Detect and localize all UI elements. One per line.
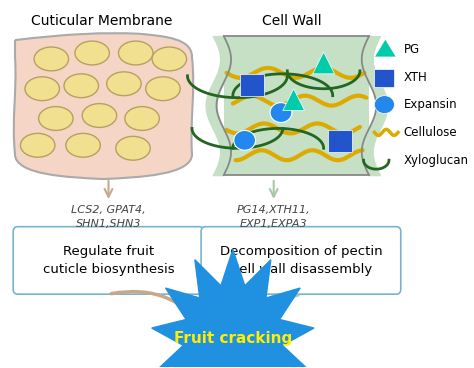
Ellipse shape: [107, 72, 141, 96]
Polygon shape: [152, 250, 314, 368]
Ellipse shape: [270, 103, 292, 123]
FancyBboxPatch shape: [201, 227, 401, 294]
Text: Decomposition of pectin
Cell wall disassembly: Decomposition of pectin Cell wall disass…: [219, 245, 382, 276]
Polygon shape: [313, 52, 335, 74]
FancyBboxPatch shape: [224, 36, 369, 175]
Text: Regulate fruit
cuticle biosynthesis: Regulate fruit cuticle biosynthesis: [43, 245, 174, 276]
FancyBboxPatch shape: [374, 69, 394, 87]
Ellipse shape: [20, 133, 55, 157]
Text: Fruit cracking: Fruit cracking: [174, 331, 292, 346]
Text: LCS2, GPAT4,
SHN1,SHN3: LCS2, GPAT4, SHN1,SHN3: [71, 205, 146, 229]
Ellipse shape: [38, 107, 73, 130]
Text: Expansin: Expansin: [403, 98, 457, 111]
Text: PG: PG: [403, 43, 419, 56]
Ellipse shape: [374, 96, 394, 114]
Ellipse shape: [25, 77, 59, 100]
Ellipse shape: [125, 107, 159, 130]
FancyBboxPatch shape: [240, 74, 264, 96]
Ellipse shape: [64, 74, 99, 98]
Ellipse shape: [66, 133, 100, 157]
Text: XTH: XTH: [403, 71, 427, 84]
FancyBboxPatch shape: [328, 130, 352, 152]
Ellipse shape: [146, 77, 180, 100]
Text: Xyloglucan: Xyloglucan: [403, 154, 468, 167]
PathPatch shape: [14, 33, 193, 179]
Ellipse shape: [82, 104, 117, 127]
FancyArrowPatch shape: [258, 295, 298, 332]
Ellipse shape: [234, 130, 255, 150]
Text: PG14,XTH11,
EXP1,EXPA3: PG14,XTH11, EXP1,EXPA3: [237, 205, 310, 229]
Text: Cuticular Membrane: Cuticular Membrane: [30, 14, 172, 28]
Ellipse shape: [75, 41, 109, 65]
FancyArrowPatch shape: [111, 291, 207, 333]
Text: Cellulose: Cellulose: [403, 126, 457, 139]
Polygon shape: [283, 89, 305, 110]
Text: Cell Wall: Cell Wall: [262, 14, 322, 28]
Ellipse shape: [116, 137, 150, 160]
Polygon shape: [374, 39, 396, 57]
Ellipse shape: [152, 47, 187, 71]
Ellipse shape: [118, 41, 153, 65]
Ellipse shape: [34, 47, 69, 71]
FancyBboxPatch shape: [13, 227, 204, 294]
